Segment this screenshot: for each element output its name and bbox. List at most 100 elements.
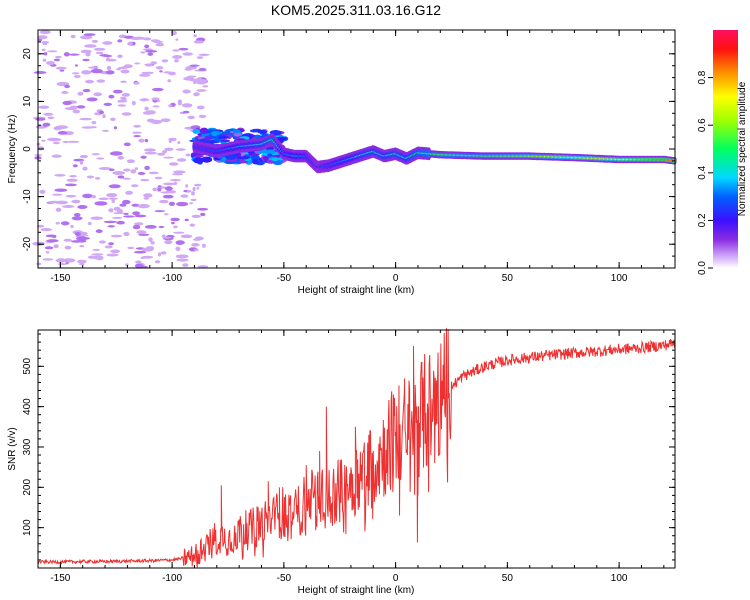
noise-blob xyxy=(176,201,188,207)
noise-blob xyxy=(182,52,193,56)
noise-blob xyxy=(42,58,47,62)
noise-blob xyxy=(122,199,131,205)
spectral-blob xyxy=(221,139,230,143)
noise-blob xyxy=(197,77,202,81)
noise-blob xyxy=(52,155,62,158)
noise-blob xyxy=(71,72,80,75)
noise-blob xyxy=(172,49,180,52)
noise-blob xyxy=(197,207,209,211)
noise-blob xyxy=(135,260,142,264)
noise-blob xyxy=(60,221,70,226)
noise-blob xyxy=(158,225,165,229)
noise-blob xyxy=(71,199,81,204)
noise-blob xyxy=(200,212,206,217)
noise-blob xyxy=(40,228,52,232)
x-tick-label: -150 xyxy=(50,573,70,584)
noise-blob xyxy=(163,182,176,186)
noise-blob xyxy=(169,179,182,182)
x-tick-label: -150 xyxy=(50,273,70,284)
noise-blob xyxy=(45,234,57,238)
noise-blob xyxy=(163,156,174,159)
noise-blob xyxy=(64,84,70,89)
noise-blob xyxy=(185,184,189,188)
snr-ylabel: SNR (v/v) xyxy=(7,427,18,470)
noise-blob xyxy=(191,243,200,247)
noise-blob xyxy=(95,51,104,55)
noise-blob xyxy=(113,126,117,130)
noise-blob xyxy=(69,175,77,178)
noise-blob xyxy=(65,194,77,198)
y-tick-label: 300 xyxy=(22,438,33,455)
noise-blob xyxy=(99,54,110,57)
noise-blob xyxy=(96,79,106,83)
y-tick-label: 0 xyxy=(22,146,33,152)
noise-blob xyxy=(108,168,115,172)
noise-blob xyxy=(91,39,99,43)
spectrogram-ylabel: Frequency (Hz) xyxy=(7,115,18,184)
noise-blob xyxy=(41,48,46,52)
noise-blob xyxy=(155,42,165,47)
noise-blob xyxy=(37,35,48,40)
noise-blob xyxy=(191,191,195,196)
noise-blob xyxy=(116,68,121,71)
snr-line xyxy=(37,328,676,568)
noise-blob xyxy=(175,254,189,259)
noise-blob xyxy=(172,55,183,59)
noise-blob xyxy=(95,256,104,261)
noise-blob xyxy=(141,247,154,252)
noise-blob xyxy=(91,121,97,125)
noise-blob xyxy=(182,263,189,267)
noise-blob xyxy=(176,258,189,262)
spectral-blob xyxy=(265,149,276,155)
noise-blob xyxy=(164,147,174,151)
noise-blob xyxy=(117,39,123,43)
colorbar-gradient xyxy=(713,30,738,268)
noise-blob xyxy=(62,258,76,263)
noise-blob xyxy=(187,115,195,120)
spectral-blob xyxy=(275,136,288,141)
noise-blob xyxy=(145,50,158,53)
spectrogram-background xyxy=(38,30,675,268)
noise-blob xyxy=(178,47,189,51)
noise-blob xyxy=(134,62,141,65)
noise-blob xyxy=(189,223,196,227)
noise-blob xyxy=(102,41,113,45)
noise-blob xyxy=(110,234,123,238)
noise-blob xyxy=(142,111,153,115)
noise-blob xyxy=(132,224,141,230)
noise-blob xyxy=(116,220,125,225)
noise-blob xyxy=(70,224,74,229)
noise-blob xyxy=(64,183,77,187)
noise-blob xyxy=(140,98,149,102)
noise-blob xyxy=(94,177,101,180)
noise-blob xyxy=(152,105,160,108)
noise-blob xyxy=(81,70,92,75)
spectral-blob xyxy=(218,136,230,139)
noise-blob xyxy=(161,236,172,239)
noise-blob xyxy=(47,50,58,53)
colorbar-tick-label: 0.8 xyxy=(697,70,708,84)
snr-xlabel: Height of straight line (km) xyxy=(298,585,415,596)
noise-blob xyxy=(110,117,116,122)
noise-blob xyxy=(119,203,127,207)
noise-blob xyxy=(64,245,72,250)
noise-blob xyxy=(197,265,209,268)
noise-blob xyxy=(68,53,80,56)
noise-blob xyxy=(98,167,112,170)
noise-blob xyxy=(82,58,90,62)
noise-blob xyxy=(52,141,60,145)
noise-blob xyxy=(57,263,68,266)
noise-blob xyxy=(96,157,105,160)
noise-blob xyxy=(160,118,171,122)
noise-blob xyxy=(163,71,172,74)
noise-blob xyxy=(182,89,191,94)
noise-blob xyxy=(82,166,88,171)
noise-blob xyxy=(123,212,129,215)
noise-blob xyxy=(130,169,137,174)
noise-blob xyxy=(134,214,147,218)
spectral-blob xyxy=(192,128,200,134)
noise-blob xyxy=(52,193,63,196)
noise-blob xyxy=(102,114,106,119)
